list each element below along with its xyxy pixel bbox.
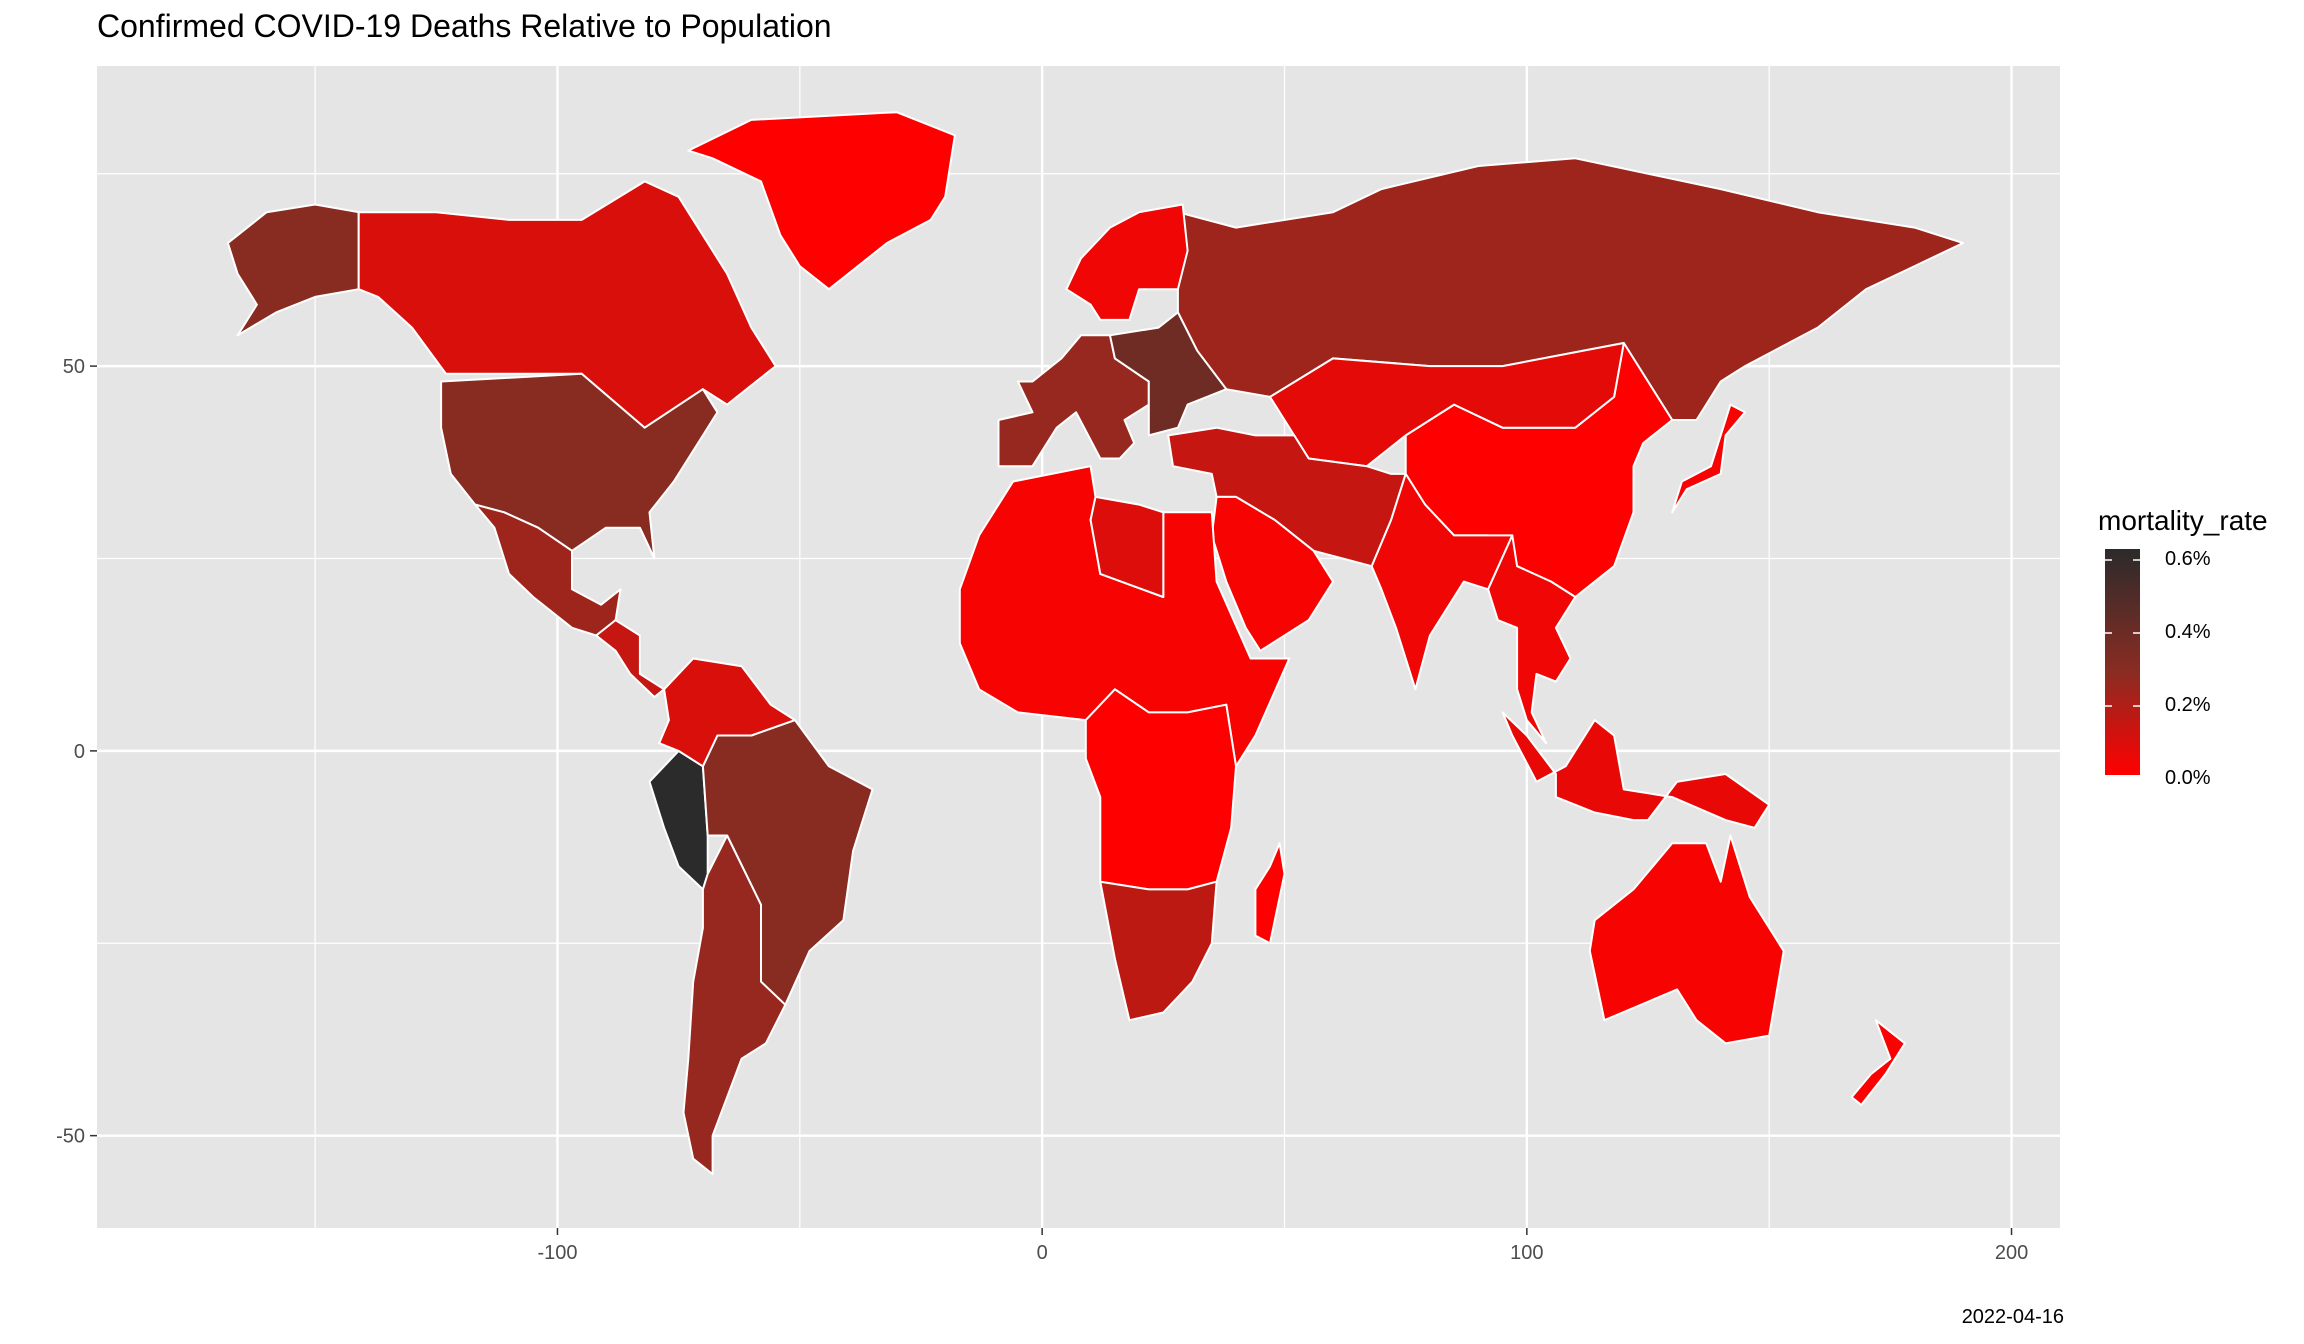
y-tick-label: 0 (74, 741, 85, 763)
region-greenland (687, 111, 956, 291)
legend-label-high: 0.6% (2165, 548, 2211, 570)
map-land (226, 111, 1965, 1176)
region-libya (1089, 495, 1165, 598)
x-tick-label: -100 (537, 1242, 577, 1264)
region-arabia (1210, 495, 1334, 652)
region-mexico (474, 503, 622, 637)
legend-label-lower-mid: 0.2% (2165, 694, 2211, 716)
region-north-africa (958, 465, 1291, 768)
region-central-africa (1084, 688, 1237, 891)
x-tick-label: 0 (1037, 1242, 1048, 1264)
legend-label-upper-mid: 0.4% (2165, 621, 2211, 643)
legend-title: mortality_rate (2098, 505, 2268, 536)
y-tick-label: 50 (63, 356, 85, 378)
region-venezuela-colombia (658, 657, 796, 768)
region-europe-east (1109, 311, 1228, 437)
region-argentina-chile (682, 834, 787, 1176)
y-tick-label: -50 (56, 1126, 85, 1148)
legend-colorbar (2105, 549, 2140, 775)
legend-label-low: 0.0% (2165, 767, 2211, 789)
region-alaska-usa (226, 203, 360, 337)
x-axis-ticks: -100 0 100 200 (537, 1228, 2028, 1264)
date-caption: 2022-04-16 (1961, 1306, 2064, 1328)
x-tick-label: 200 (1995, 1242, 2028, 1264)
region-indonesia (1501, 711, 1771, 829)
region-australia (1588, 834, 1785, 1045)
region-canada (357, 180, 777, 429)
legend-ticks (2105, 559, 2140, 780)
region-new-zealand (1850, 1019, 1906, 1106)
region-united-states (440, 372, 719, 560)
region-madagascar (1254, 842, 1286, 945)
region-scandinavia (1065, 203, 1189, 321)
region-southeast-asia (1487, 534, 1577, 745)
region-japan (1671, 403, 1746, 514)
x-tick-label: 100 (1510, 1242, 1543, 1264)
y-axis-ticks: 50 0 -50 (56, 356, 97, 1148)
chart-title: Confirmed COVID-19 Deaths Relative to Po… (97, 8, 832, 44)
region-southern-africa (1099, 880, 1218, 1022)
